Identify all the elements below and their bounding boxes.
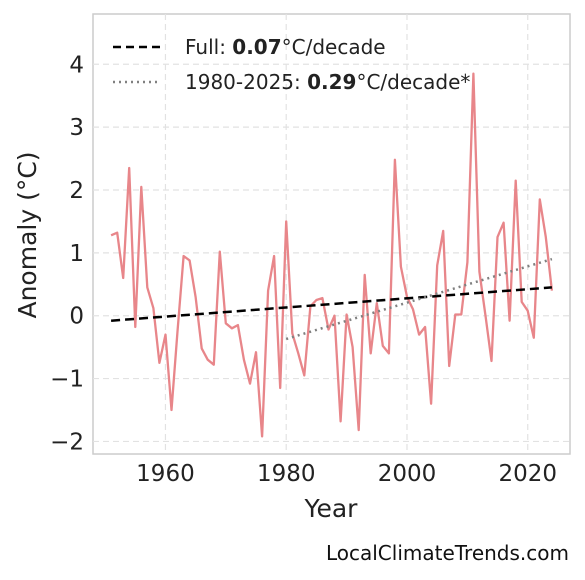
trend-line-1980 (285, 257, 553, 341)
watermark: LocalClimateTrends.com (326, 541, 569, 565)
y-axis-label: Anomaly (°C) (13, 151, 42, 318)
plot-area (92, 13, 571, 455)
y-tick-label: −1 (50, 367, 84, 393)
x-tick-label: 2000 (378, 461, 437, 487)
legend-recent-prefix: 1980-2025: (185, 70, 307, 94)
legend-recent-suffix: °C/decade* (356, 70, 470, 94)
y-tick-label: 0 (69, 304, 84, 330)
x-tick-labels: 1960 1980 2000 2020 (136, 461, 557, 487)
anomaly-line (110, 72, 554, 438)
legend-full-value: 0.07 (232, 35, 281, 59)
trend-line-full (111, 286, 552, 322)
x-tick-label: 1960 (136, 461, 195, 487)
y-tick-label: 1 (69, 241, 84, 267)
series-group (110, 72, 554, 438)
y-tick-label: 3 (69, 115, 84, 141)
legend-entry-recent: 1980-2025: 0.29°C/decade* (185, 70, 470, 94)
x-tick-label: 2020 (498, 461, 557, 487)
legend-entry-full: Full: 0.07°C/decade (185, 35, 386, 59)
y-tick-labels: −2 −1 0 1 2 3 4 (50, 52, 84, 455)
legend-full-prefix: Full: (185, 35, 232, 59)
x-tick-label: 1980 (257, 461, 316, 487)
x-axis-label: Year (304, 494, 359, 523)
legend-recent-value: 0.29 (307, 70, 356, 94)
y-tick-label: −2 (50, 429, 84, 455)
legend-full-suffix: °C/decade (282, 35, 386, 59)
y-tick-label: 2 (69, 178, 84, 204)
y-tick-label: 4 (69, 52, 84, 78)
legend: Full: 0.07°C/decade 1980-2025: 0.29°C/de… (113, 35, 470, 94)
